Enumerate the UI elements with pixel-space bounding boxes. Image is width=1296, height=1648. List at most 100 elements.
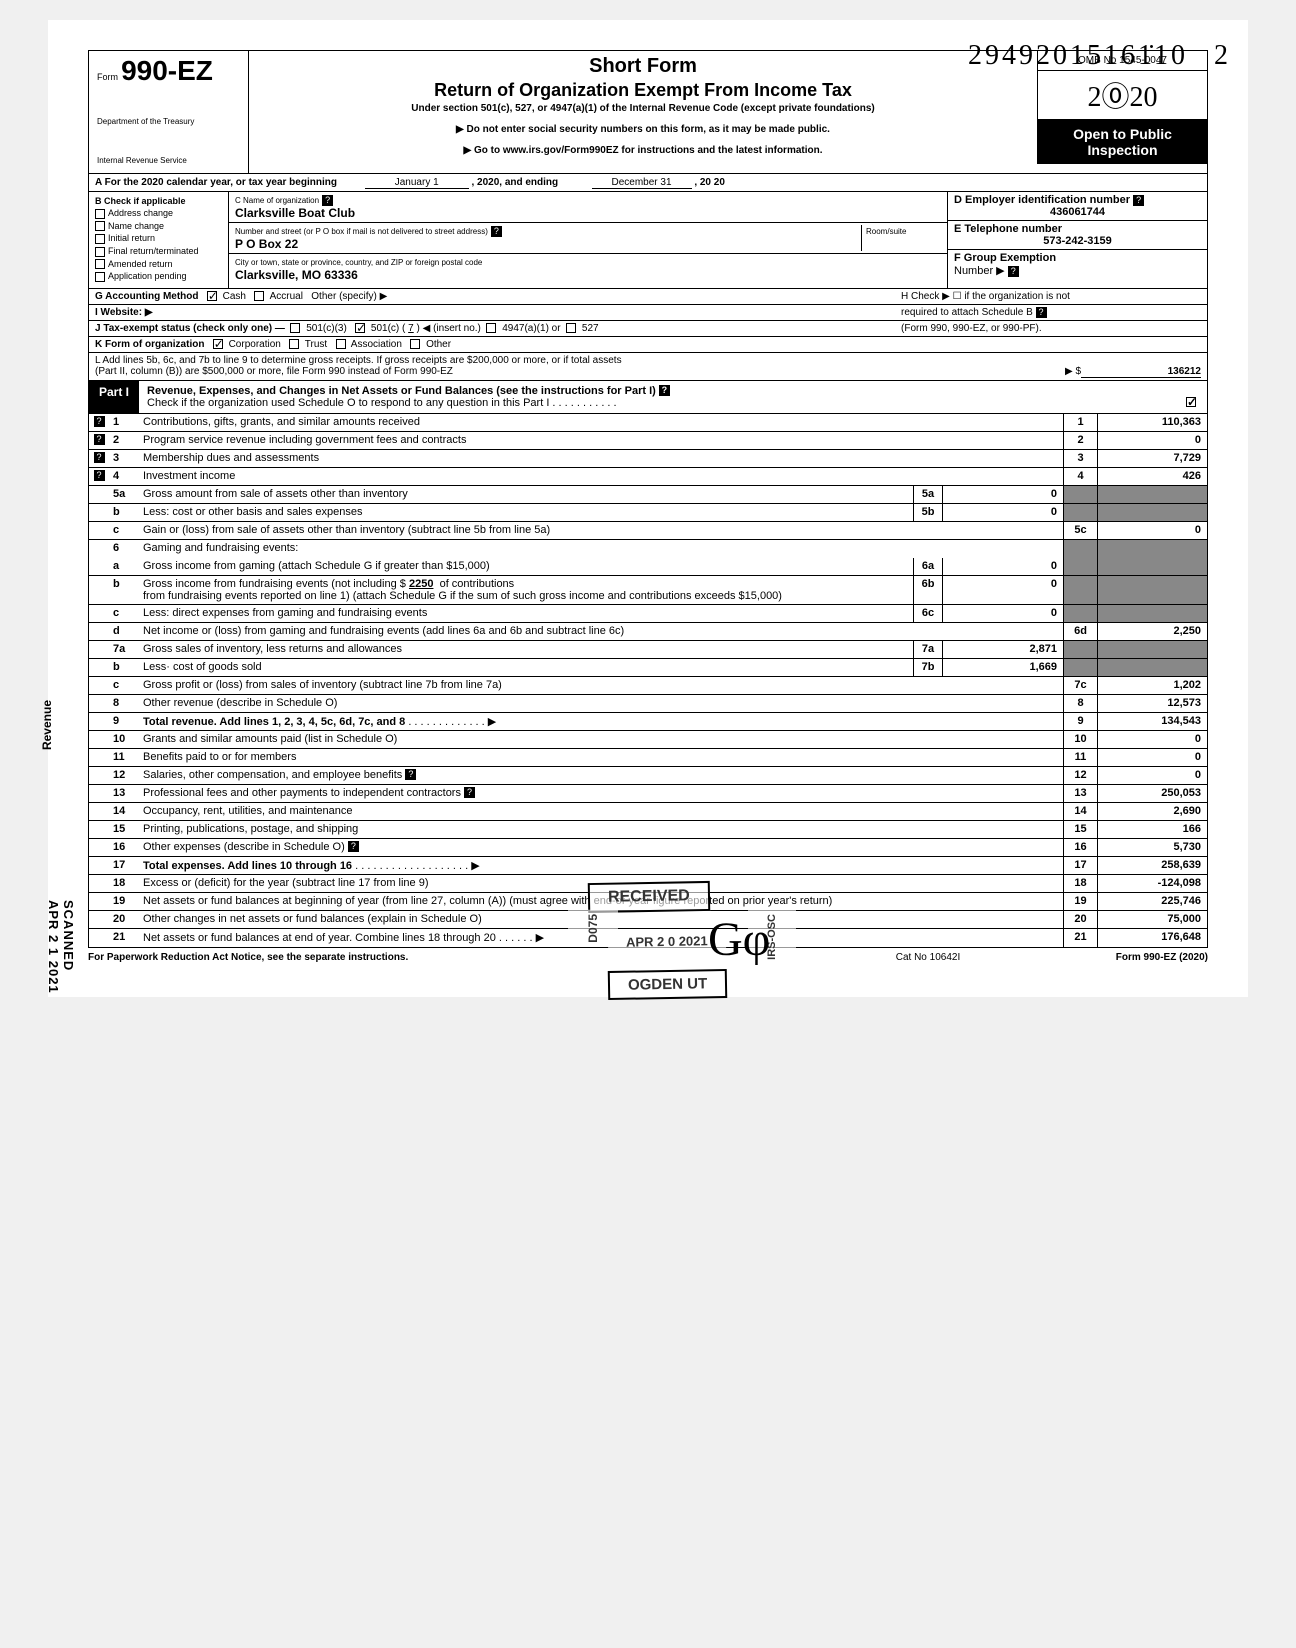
line-9: 9 Total revenue. Add lines 1, 2, 3, 4, 5… [89, 713, 1207, 731]
side-label-revenue: Revenue [40, 700, 54, 750]
checkbox-amended[interactable] [95, 259, 105, 269]
label-501c-suffix: ) ◀ (insert no.) [417, 323, 481, 334]
row-l-amount: 136212 [1081, 366, 1201, 378]
help-icon[interactable]: ? [464, 787, 475, 798]
checkbox-cash[interactable] [207, 291, 217, 301]
line-16: 16 Other expenses (describe in Schedule … [89, 839, 1207, 857]
inner-box: 5b [913, 504, 943, 521]
shaded-box [1063, 486, 1097, 503]
checkbox-trust[interactable] [289, 339, 299, 349]
line-1: ? 1 Contributions, gifts, grants, and si… [89, 414, 1207, 432]
checkbox-501c3[interactable] [290, 323, 300, 333]
help-icon[interactable]: ? [348, 841, 359, 852]
inner-box: 7a [913, 641, 943, 658]
label-amended: Amended return [108, 259, 173, 269]
line-5c: c Gain or (loss) from sale of assets oth… [89, 522, 1207, 540]
help-icon[interactable]: ? [94, 434, 105, 445]
form-page: 29492015161̇10 2 Form 990-EZ Department … [48, 20, 1248, 997]
checkbox-address-change[interactable] [95, 209, 105, 219]
help-icon[interactable]: ? [405, 769, 416, 780]
shaded-amount [1097, 605, 1207, 622]
row-l-text2: (Part II, column (B)) are $500,000 or mo… [95, 366, 1065, 378]
org-name-label: C Name of organization [235, 196, 319, 205]
website-label: I Website: ▶ [95, 307, 153, 318]
label-other-method: Other (specify) ▶ [311, 291, 387, 302]
line-amount: 134,543 [1097, 713, 1207, 730]
shaded-amount [1097, 576, 1207, 604]
checkbox-final-return[interactable] [95, 247, 105, 257]
line-num: 4 [109, 468, 139, 485]
line-desc: Less: cost or other basis and sales expe… [139, 504, 913, 521]
part-1-checkline: Check if the organization used Schedule … [147, 397, 617, 409]
line-3: ? 3 Membership dues and assessments 3 7,… [89, 450, 1207, 468]
line-num: 6 [109, 540, 139, 558]
line-5b: b Less: cost or other basis and sales ex… [89, 504, 1207, 522]
checkbox-accrual[interactable] [254, 291, 264, 301]
line-box: 9 [1063, 713, 1097, 730]
line-amount: 110,363 [1097, 414, 1207, 431]
line-5a: 5a Gross amount from sale of assets othe… [89, 486, 1207, 504]
line-num: 3 [109, 450, 139, 467]
label-name-change: Name change [108, 221, 164, 231]
footer-right: Form 990-EZ (2020) [1028, 952, 1208, 963]
line-12: 12 Salaries, other compensation, and emp… [89, 767, 1207, 785]
line-num: 16 [109, 839, 139, 856]
inner-amount: 0 [943, 605, 1063, 622]
help-icon[interactable]: ? [94, 470, 105, 481]
line-box: 7c [1063, 677, 1097, 694]
line-6d: d Net income or (loss) from gaming and f… [89, 623, 1207, 641]
help-icon[interactable]: ? [94, 416, 105, 427]
checkbox-initial-return[interactable] [95, 234, 105, 244]
line-desc: Net income or (loss) from gaming and fun… [139, 623, 1063, 640]
shaded-amount [1097, 540, 1207, 558]
line-amount: 0 [1097, 731, 1207, 748]
checkbox-name-change[interactable] [95, 221, 105, 231]
line-6b-desc: from fundraising events reported on line… [143, 590, 782, 602]
line-6b: b Gross income from fundraising events (… [89, 576, 1207, 605]
line-num: 9 [109, 713, 139, 730]
checkbox-other-org[interactable] [410, 339, 420, 349]
help-icon[interactable]: ? [1036, 307, 1047, 318]
line-6: 6 Gaming and fundraising events: [89, 540, 1207, 558]
line-num: c [109, 522, 139, 539]
line-num: 2 [109, 432, 139, 449]
line-amount: 5,730 [1097, 839, 1207, 856]
line-amount: 0 [1097, 749, 1207, 766]
shaded-box [1063, 504, 1097, 521]
checkbox-corporation[interactable] [213, 339, 223, 349]
side-label-scanned: SCANNED APR 2 1 2021 [46, 900, 76, 997]
line-box: 21 [1063, 929, 1097, 947]
line-desc: Total revenue. Add lines 1, 2, 3, 4, 5c,… [139, 713, 1063, 730]
checkbox-501c[interactable] [355, 323, 365, 333]
line-desc: Other revenue (describe in Schedule O) [139, 695, 1063, 712]
line-num: b [109, 659, 139, 676]
line-box: 18 [1063, 875, 1097, 892]
help-icon[interactable]: ? [94, 452, 105, 463]
checkbox-application-pending[interactable] [95, 272, 105, 282]
help-icon[interactable]: ? [1008, 266, 1019, 277]
line-13-text: Professional fees and other payments to … [143, 787, 461, 799]
shaded-box [1063, 605, 1097, 622]
line-desc: Professional fees and other payments to … [139, 785, 1063, 802]
help-icon[interactable]: ? [491, 226, 502, 237]
shaded-box [1063, 641, 1097, 658]
line-16-text: Other expenses (describe in Schedule O) [143, 841, 345, 853]
line-desc: Benefits paid to or for members [139, 749, 1063, 766]
inner-box: 6b [913, 576, 943, 604]
line-7c: c Gross profit or (loss) from sales of i… [89, 677, 1207, 695]
help-icon[interactable]: ? [322, 195, 333, 206]
help-icon[interactable]: ? [1133, 195, 1144, 206]
checkbox-4947[interactable] [486, 323, 496, 333]
line-num: d [109, 623, 139, 640]
row-g: G Accounting Method Cash Accrual Other (… [88, 289, 1208, 305]
help-icon[interactable]: ? [659, 385, 670, 396]
arrow-line-1: ▶ Do not enter social security numbers o… [259, 124, 1027, 135]
checkbox-527[interactable] [566, 323, 576, 333]
checkbox-schedule-o[interactable] [1186, 397, 1196, 407]
accounting-method-label: G Accounting Method [95, 291, 199, 302]
checkbox-association[interactable] [336, 339, 346, 349]
line-amount: 0 [1097, 432, 1207, 449]
block-bcdef: B Check if applicable Address change Nam… [88, 192, 1208, 289]
shaded-amount [1097, 641, 1207, 658]
line-desc: Program service revenue including govern… [139, 432, 1063, 449]
